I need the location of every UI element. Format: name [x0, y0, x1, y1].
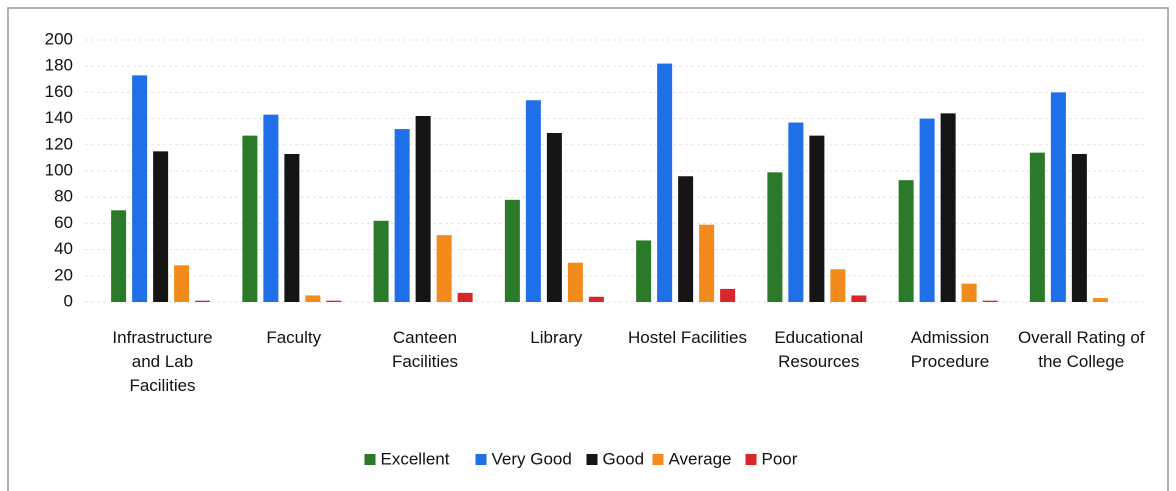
legend-swatch [364, 454, 376, 465]
legend-swatch [586, 454, 598, 465]
x-tick-label: Canteen Facilities [391, 328, 459, 371]
bar [284, 153, 300, 302]
bar [111, 210, 127, 302]
bar [678, 176, 694, 302]
legend-label: Good [603, 449, 645, 468]
y-tick-label: 140 [45, 108, 73, 127]
bar [1071, 153, 1087, 302]
bar [525, 100, 541, 302]
bar [1092, 298, 1108, 302]
bar [242, 135, 258, 302]
y-tick-label: 200 [45, 29, 73, 48]
x-tick-label: Overall Rating of the College [1017, 328, 1145, 371]
bar [326, 300, 342, 302]
legend-swatch [475, 454, 487, 465]
bar [457, 292, 473, 302]
bar [788, 122, 804, 302]
bar [305, 295, 321, 302]
bar [588, 296, 604, 302]
x-tick-label: Admission Procedure [910, 328, 990, 371]
legend-swatch [652, 454, 664, 465]
bar [415, 115, 431, 302]
bar [720, 288, 736, 302]
bar [699, 224, 715, 302]
bar [636, 240, 652, 302]
bar [436, 235, 452, 302]
bar [767, 172, 783, 302]
legend-label: Poor [762, 449, 798, 468]
bar [394, 129, 410, 302]
y-tick-label: 160 [45, 82, 73, 101]
bar [961, 283, 977, 302]
bar [546, 133, 562, 302]
bar [851, 295, 867, 302]
x-tick-label: Educational Resources [774, 328, 864, 371]
x-tick-label: Infrastructure and Lab Facilities [112, 328, 213, 395]
bar [898, 180, 914, 302]
bar [263, 114, 279, 302]
x-tick-label: Faculty [266, 328, 322, 347]
x-tick-label: Library [530, 328, 583, 347]
y-tick-label: 100 [45, 160, 73, 179]
bar [504, 199, 520, 302]
y-tick-label: 180 [45, 56, 73, 75]
bar [132, 75, 148, 303]
y-tick-label: 60 [54, 213, 73, 232]
bar [153, 151, 169, 302]
y-tick-label: 40 [54, 239, 73, 258]
legend-label: Average [669, 449, 732, 468]
y-tick-label: 120 [45, 134, 73, 153]
bar [1029, 152, 1045, 302]
bar [657, 63, 673, 302]
bar [919, 118, 935, 302]
bar [982, 300, 998, 302]
legend-label: Very Good [492, 449, 572, 468]
bar [174, 265, 190, 302]
y-tick-label: 20 [54, 265, 73, 284]
bar [809, 135, 825, 302]
bar [1050, 92, 1066, 303]
bar [373, 220, 389, 302]
bar [940, 113, 956, 302]
bar [195, 300, 211, 302]
x-tick-label: Hostel Facilities [627, 328, 748, 347]
bar [567, 262, 583, 302]
bar [830, 269, 846, 302]
y-tick-label: 80 [54, 187, 73, 206]
y-tick-label: 0 [64, 291, 73, 310]
legend-label: Excellent [381, 449, 450, 468]
legend-swatch [745, 454, 757, 465]
